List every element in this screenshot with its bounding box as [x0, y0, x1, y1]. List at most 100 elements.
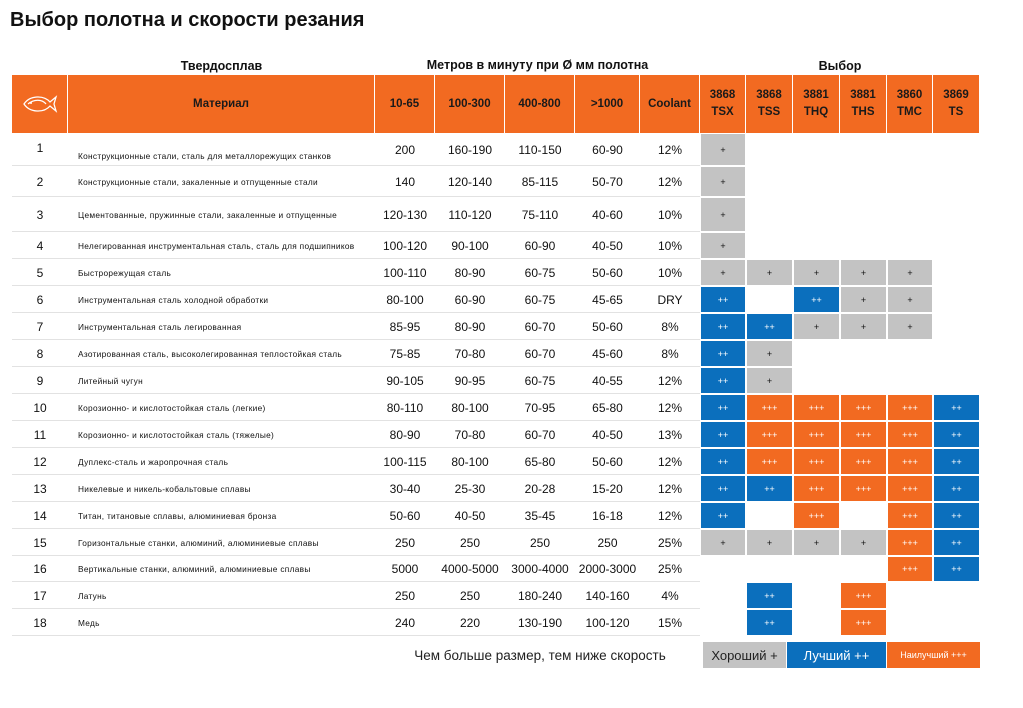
speed-value: 90-100 [451, 238, 489, 253]
speed-value: 50-60 [592, 454, 623, 469]
material-name: Инструментальная сталь холодной обработк… [78, 294, 269, 305]
selection-cell: + [841, 530, 886, 555]
speed-value: 45-60 [592, 346, 623, 361]
speed-value: 65-80 [592, 400, 623, 415]
coolant-value: 12% [657, 400, 683, 415]
speed-value: 200 [394, 142, 416, 157]
speed-value: 100-120 [585, 615, 630, 630]
selection-cell: +++ [841, 395, 886, 420]
selection-cell: + [701, 233, 745, 258]
row-number: 10 [33, 400, 47, 415]
selection-header-code: 3881 [850, 89, 876, 101]
speed-value: 250 [597, 535, 618, 550]
row-divider [12, 258, 700, 259]
row-divider [12, 366, 700, 367]
speed-value: 15-20 [592, 481, 623, 496]
selection-cell: ++ [747, 476, 792, 501]
speed-value: 220 [459, 615, 481, 630]
speed-value: 250 [529, 535, 551, 550]
speed-value: 100-115 [383, 454, 427, 469]
material-name: Вертикальные станки, алюминий, алюминиев… [78, 564, 311, 574]
selection-cell: ++ [747, 314, 792, 339]
group-header: Метров в минуту при Ø мм полотна [426, 58, 649, 72]
selection-cell: ++ [747, 610, 792, 635]
selection-cell: + [701, 260, 745, 285]
selection-cell: ++ [701, 341, 745, 366]
selection-header-code: 3881 [803, 89, 829, 101]
coolant-value: 25% [657, 562, 683, 576]
speed-value: 20-28 [524, 481, 556, 496]
selection-cell: +++ [841, 449, 886, 474]
selection-header: 3860 TMC [887, 75, 933, 133]
selection-cell: ++ [701, 476, 745, 501]
selection-cell: +++ [747, 449, 792, 474]
selection-cell: +++ [888, 449, 932, 474]
coolant-value: 12% [657, 508, 683, 523]
speed-value: 120-130 [382, 207, 428, 222]
row-divider [12, 501, 700, 502]
material-name: Нелегированная инструментальная сталь, с… [78, 240, 355, 251]
material-name: Инструментальная сталь легированная [78, 321, 242, 332]
selection-header-code: 3860 [896, 89, 923, 101]
coolant-value: 25% [657, 535, 683, 550]
row-divider [12, 285, 700, 286]
speed-value: 75-110 [521, 207, 559, 222]
selection-cell: +++ [794, 503, 839, 528]
coolant-value: 12% [657, 142, 683, 157]
speed-value: 140-160 [585, 588, 630, 603]
speed-value: 70-80 [454, 346, 486, 361]
speed-value: 5000 [391, 562, 419, 576]
coolant-value: 8% [661, 346, 679, 361]
column-header: Coolant [640, 75, 700, 133]
speed-value: 90-105 [386, 373, 424, 388]
speed-value: 250 [394, 588, 416, 603]
selection-cell: + [794, 260, 839, 285]
speed-value: 40-50 [592, 427, 623, 442]
speed-value: 50-60 [592, 265, 623, 280]
speed-value: 80-90 [454, 319, 486, 334]
selection-cell: +++ [747, 395, 792, 420]
selection-cell: +++ [841, 610, 886, 635]
selection-cell: ++ [934, 395, 979, 420]
selection-cell: +++ [794, 449, 839, 474]
selection-cell: + [701, 530, 745, 555]
selection-cell: + [794, 314, 839, 339]
coolant-value: 12% [657, 454, 683, 469]
selection-header-name: TS [948, 106, 964, 118]
selection-header-name: TMC [897, 106, 922, 118]
selection-header-code: 3869 [943, 89, 969, 101]
coolant-value: 15% [657, 615, 683, 630]
column-header: 400-800 [505, 75, 575, 133]
speed-value: 60-70 [524, 319, 556, 334]
selection-cell: + [888, 314, 932, 339]
page-title: Выбор полотна и скорости резания [10, 9, 365, 31]
selection-header: 3868 TSX [700, 75, 746, 133]
row-number: 7 [36, 319, 44, 334]
speed-value: 80-110 [386, 400, 424, 415]
speed-value: 50-60 [389, 508, 421, 523]
speed-value: 160-190 [447, 142, 493, 157]
selection-cell: + [888, 287, 932, 312]
speed-value: 45-65 [592, 292, 623, 307]
speed-value: 40-50 [454, 508, 486, 523]
coolant-value: DRY [657, 292, 683, 307]
speed-value: 3000-4000 [511, 562, 569, 576]
speed-value: 120-140 [447, 174, 493, 189]
row-number: 6 [36, 292, 44, 307]
row-number: 16 [33, 562, 47, 576]
selection-cell: ++ [934, 503, 979, 528]
selection-cell: ++ [934, 422, 979, 447]
coolant-value: 12% [657, 373, 683, 388]
footer-note: Чем больше размер, тем ниже скорость [414, 647, 666, 663]
material-name: Титан, титановые сплавы, алюминиевая бро… [78, 510, 277, 521]
speed-value: 40-55 [592, 373, 623, 388]
selection-cell: ++ [794, 287, 839, 312]
row-divider [12, 447, 700, 448]
selection-cell: ++ [701, 287, 745, 312]
coolant-value: 4% [661, 588, 679, 603]
row-divider [12, 608, 700, 609]
row-divider [12, 581, 700, 582]
speed-value: 60-70 [524, 346, 556, 361]
material-name: Корозионно- и кислотостойкая сталь (тяже… [78, 429, 275, 440]
